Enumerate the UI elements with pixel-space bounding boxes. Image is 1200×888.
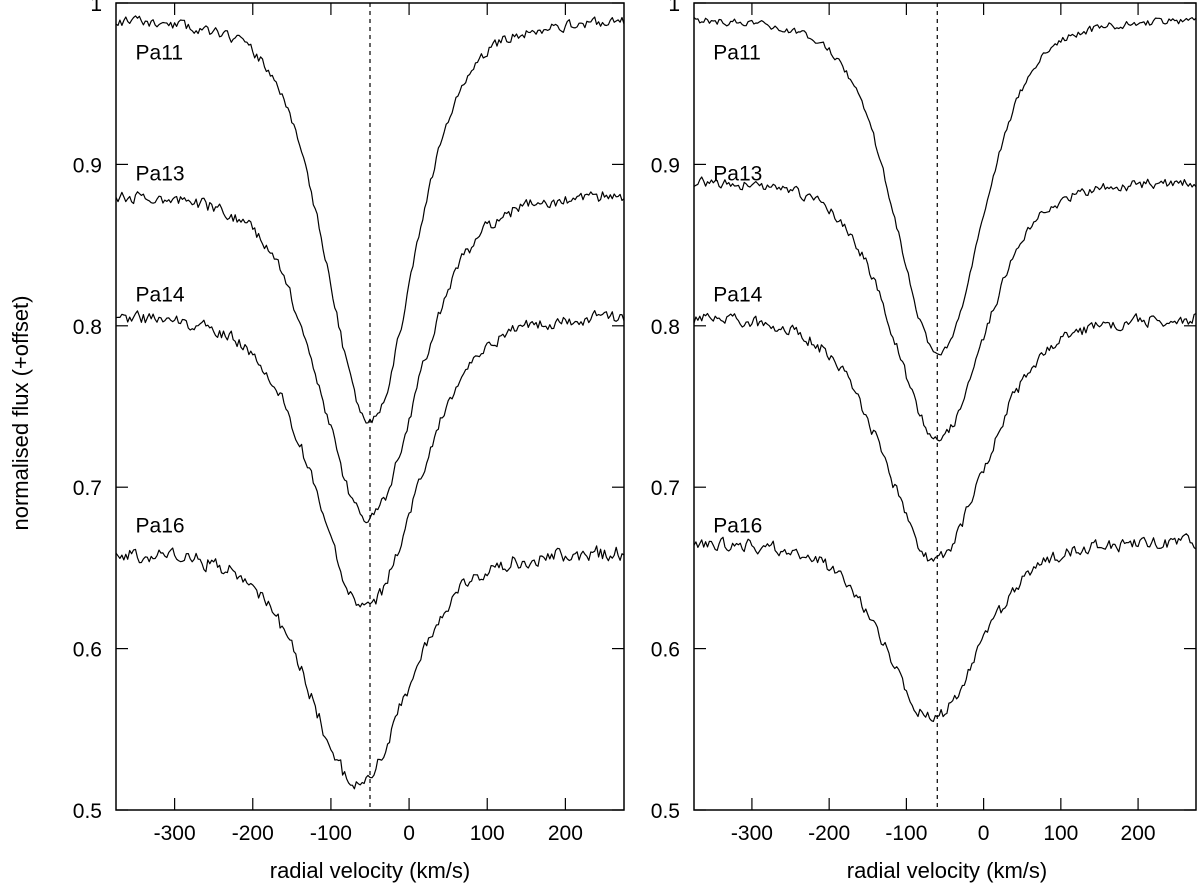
right-series-label-pa14: Pa14 [713,284,762,307]
right-x-tick-label: -200 [808,822,850,845]
left-series-pa16 [115,545,625,790]
left-series-label-pa16: Pa16 [136,514,185,537]
right-xlabel: radial velocity (km/s) [847,858,1047,883]
right-x-tick-label: 200 [1121,822,1156,845]
left-series-pa13 [115,191,625,524]
left-x-tick-label: -100 [310,822,352,845]
left-y-tick-label: 1 [90,0,102,16]
right-x-tick-label: -100 [885,822,927,845]
left-series-label-pa14: Pa14 [136,284,185,307]
right-series-label-pa16: Pa16 [713,514,762,537]
figure-ylabel: normalised flux (+offset) [8,296,33,531]
right-series-pa16 [693,533,1197,723]
right-y-tick-label: 0.9 [651,154,680,177]
left-panel: -300 -200 -100 0 100 200 0.5 0.6 0.7 0.8 0.9 1 Pa11 P… [73,0,625,883]
right-series-pa14 [693,312,1197,562]
left-xlabel: radial velocity (km/s) [270,858,470,883]
right-series-label-pa13: Pa13 [713,163,762,186]
right-x-tick-label: -300 [731,822,773,845]
left-x-tick-label: -200 [232,822,274,845]
left-y-tick-label: 0.5 [73,800,102,823]
right-plot-content: -300 -200 -100 0 100 200 0.5 0.6 0.7 0.8 0.9 1 Pa11 P… [651,0,1197,845]
left-x-tick-label: 0 [403,822,415,845]
right-panel: -300 -200 -100 0 100 200 0.5 0.6 0.7 0.8 0.9 1 Pa11 P… [651,0,1197,883]
left-x-tick-label: -300 [154,822,196,845]
left-plot-content: -300 -200 -100 0 100 200 0.5 0.6 0.7 0.8 0.9 1 Pa11 P… [73,0,625,845]
right-x-tick-label: 100 [1043,822,1078,845]
right-y-tick-label: 1 [668,0,680,16]
left-x-tick-label: 200 [548,822,583,845]
right-series-label-pa11: Pa11 [713,41,761,64]
right-y-tick-label: 0.5 [651,800,680,823]
left-y-tick-label: 0.6 [73,639,102,662]
left-series-label-pa13: Pa13 [136,163,185,186]
left-x-tick-label: 100 [470,822,505,845]
left-series-pa11 [115,15,625,424]
left-series-pa14 [115,310,625,608]
left-y-tick-label: 0.7 [73,477,102,500]
left-y-tick-label: 0.8 [73,316,102,339]
right-y-tick-label: 0.7 [651,477,680,500]
right-series-pa13 [693,176,1197,442]
right-series-pa11 [693,16,1197,356]
left-series-label-pa11: Pa11 [136,41,184,64]
right-plot-frame [693,2,1197,811]
right-y-tick-label: 0.8 [651,316,680,339]
left-y-tick-label: 0.9 [73,154,102,177]
right-x-tick-label: 0 [978,822,990,845]
right-y-tick-label: 0.6 [651,639,680,662]
